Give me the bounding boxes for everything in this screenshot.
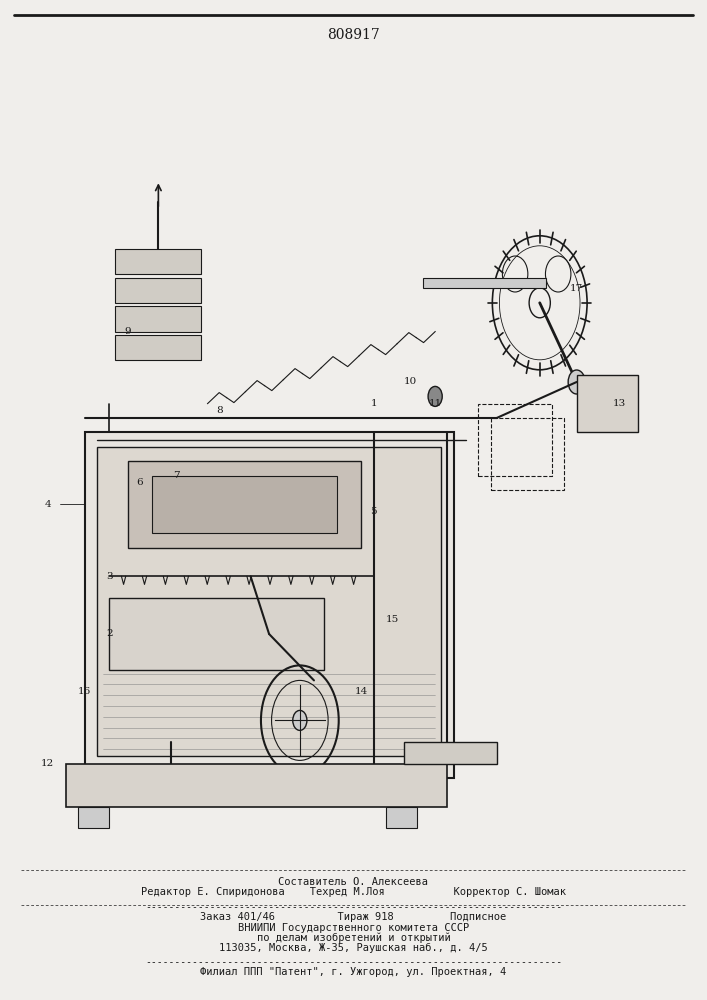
Bar <box>127 461 361 548</box>
Text: 4: 4 <box>45 500 51 509</box>
Circle shape <box>293 710 307 730</box>
Bar <box>386 807 416 828</box>
Text: 14: 14 <box>355 687 368 696</box>
Circle shape <box>568 370 585 394</box>
Text: 8: 8 <box>216 406 223 415</box>
Text: 12: 12 <box>41 759 54 768</box>
Text: 2: 2 <box>106 630 112 639</box>
Bar <box>97 447 441 756</box>
Bar <box>66 764 448 807</box>
Bar <box>109 598 325 670</box>
Bar <box>152 476 337 533</box>
Text: 11: 11 <box>428 399 442 408</box>
Text: 5: 5 <box>370 507 377 516</box>
Text: Филиал ППП "Патент", г. Ужгород, ул. Проектная, 4: Филиал ППП "Патент", г. Ужгород, ул. Про… <box>200 967 507 977</box>
Text: Составитель О. Алексеева: Составитель О. Алексеева <box>279 877 428 887</box>
Text: 808917: 808917 <box>327 28 380 42</box>
Text: 15: 15 <box>385 615 399 624</box>
Text: 3: 3 <box>106 572 112 581</box>
Circle shape <box>428 386 443 406</box>
Text: 1: 1 <box>370 399 377 408</box>
Text: 7: 7 <box>173 471 180 480</box>
Bar <box>78 807 109 828</box>
Text: 17: 17 <box>570 284 583 293</box>
Text: 9: 9 <box>124 327 131 336</box>
Text: по делам изобретений и открытий: по делам изобретений и открытий <box>257 933 450 943</box>
Text: 16: 16 <box>78 687 91 696</box>
Bar <box>404 742 496 764</box>
Bar <box>115 306 201 332</box>
Bar <box>85 432 454 778</box>
Text: ВНИИПИ Государственного комитета СССР: ВНИИПИ Государственного комитета СССР <box>238 923 469 933</box>
Bar <box>115 278 201 303</box>
Bar <box>577 375 638 432</box>
Text: 10: 10 <box>404 377 417 386</box>
Bar <box>478 404 552 476</box>
Bar <box>423 278 546 288</box>
Text: Заказ 401/46          Тираж 918         Подписное: Заказ 401/46 Тираж 918 Подписное <box>200 912 507 922</box>
Text: -----------------------------------------------------------------------: ----------------------------------------… <box>145 957 562 967</box>
Text: 113035, Москва, Ж-35, Раушская наб., д. 4/5: 113035, Москва, Ж-35, Раушская наб., д. … <box>219 943 488 953</box>
Text: 13: 13 <box>613 399 626 408</box>
Text: -----------------------------------------------------------------------: ----------------------------------------… <box>145 902 562 912</box>
Bar <box>115 335 201 360</box>
Text: 6: 6 <box>136 478 144 487</box>
Text: Редактор Е. Спиридонова    Техред М.Лоя           Корректор С. Шомак: Редактор Е. Спиридонова Техред М.Лоя Кор… <box>141 887 566 897</box>
Bar <box>115 249 201 274</box>
Bar <box>491 418 564 490</box>
